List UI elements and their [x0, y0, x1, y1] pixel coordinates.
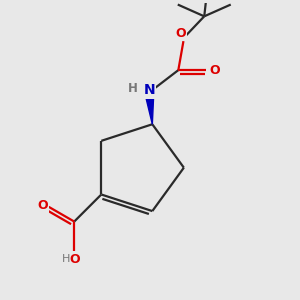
Text: H: H: [128, 82, 138, 95]
Polygon shape: [145, 93, 154, 124]
Text: O: O: [37, 199, 48, 212]
Text: H: H: [62, 254, 70, 264]
Text: O: O: [175, 27, 186, 40]
Text: O: O: [69, 253, 80, 266]
Text: N: N: [144, 83, 155, 98]
Text: O: O: [209, 64, 220, 76]
